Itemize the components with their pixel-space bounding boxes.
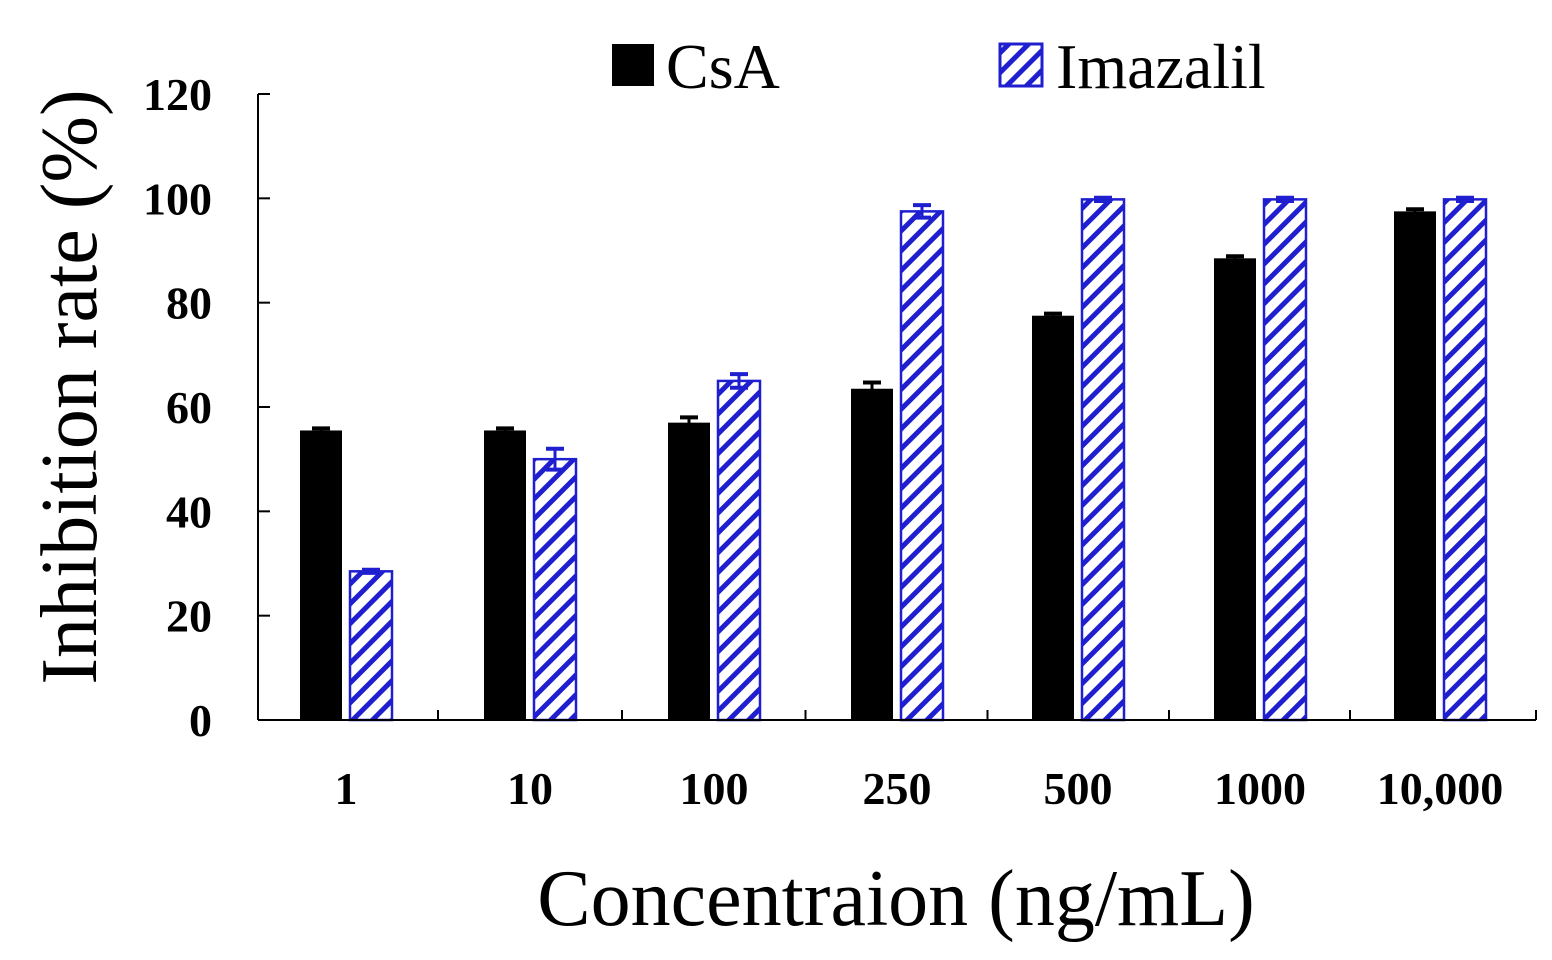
y-tick-label-80: 80	[166, 278, 212, 329]
legend-swatch-imazalil	[998, 42, 1044, 88]
y-tick-label-60: 60	[166, 382, 212, 433]
x-tick-label-6: 10,000	[1377, 763, 1504, 814]
legend: CsA Imazalil	[612, 31, 1266, 102]
axes-layer	[257, 94, 1536, 721]
legend-label-imazalil: Imazalil	[1056, 31, 1266, 102]
y-ticks-layer: 0 20 40 60 80 100 120	[143, 69, 270, 746]
bar-imazalil-5	[1262, 198, 1308, 722]
x-tick-label-3: 250	[863, 763, 932, 814]
x-tick-label-0: 1	[335, 763, 358, 814]
x-tick-label-2: 100	[680, 763, 749, 814]
bar-imazalil-4	[1080, 198, 1126, 722]
bar-imazalil-6	[1442, 198, 1488, 722]
bar-csa-1	[484, 430, 526, 720]
y-tick-label-120: 120	[143, 69, 212, 120]
bar-csa-3	[851, 388, 893, 720]
bar-imazalil-1	[532, 457, 578, 722]
bar-imazalil-0	[348, 570, 394, 722]
y-tick-label-40: 40	[166, 486, 212, 537]
bar-csa-5	[1214, 258, 1256, 720]
x-tick-label-4: 500	[1044, 763, 1113, 814]
y-tick-label-100: 100	[143, 173, 212, 224]
legend-label-csa: CsA	[666, 31, 780, 102]
bar-csa-0	[300, 430, 342, 720]
bar-csa-4	[1032, 315, 1074, 720]
bar-imazalil-2	[716, 379, 762, 722]
y-axis-title: Inhibition rate (%)	[26, 89, 114, 684]
y-tick-label-20: 20	[166, 591, 212, 642]
x-tick-label-5: 1000	[1214, 763, 1306, 814]
x-ticks-layer: 1 10 100 250 500 1000 10,000	[257, 710, 1537, 814]
x-axis-title: Concentraion (ng/mL)	[537, 855, 1255, 943]
y-tick-label-0: 0	[189, 695, 212, 746]
bars-layer	[300, 198, 1488, 722]
legend-swatch-csa	[612, 44, 654, 86]
error-bars-layer	[312, 195, 1474, 575]
bar-csa-2	[668, 422, 710, 720]
x-tick-label-1: 10	[507, 763, 553, 814]
bar-csa-6	[1394, 211, 1436, 720]
bar-imazalil-3	[899, 210, 945, 722]
